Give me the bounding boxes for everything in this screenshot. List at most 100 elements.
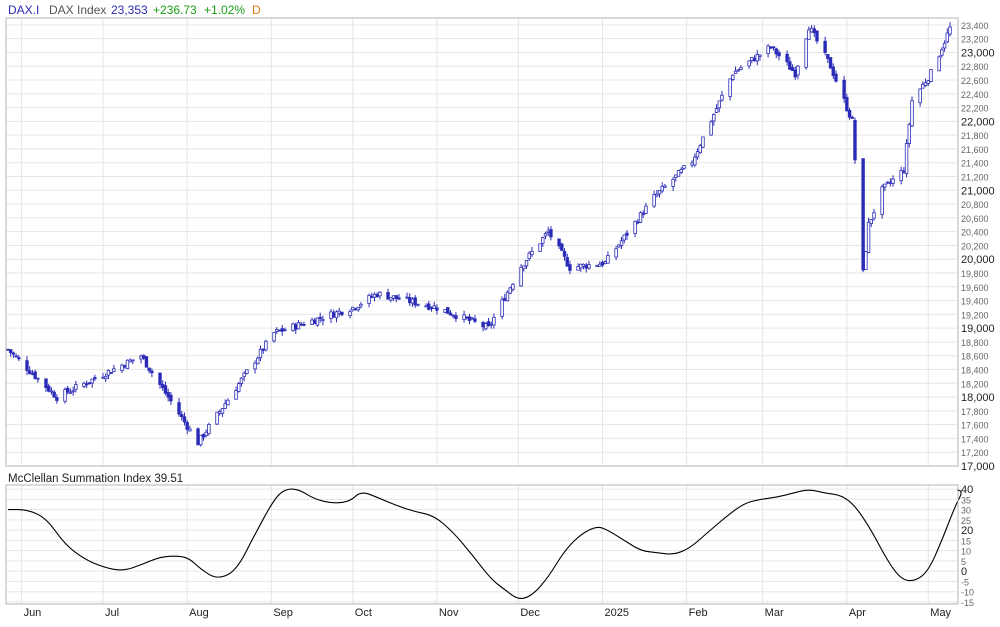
price-layer[interactable] bbox=[6, 22, 952, 447]
candle-body-down bbox=[85, 383, 89, 386]
candle-body-down bbox=[777, 52, 781, 57]
candle-body-up bbox=[391, 295, 396, 299]
price-tick-label: 20,600 bbox=[961, 214, 989, 224]
candle-body-up bbox=[676, 170, 681, 177]
price-tick-label: 20,800 bbox=[961, 200, 989, 210]
candle-body-down bbox=[788, 61, 792, 70]
candle-body-up bbox=[519, 266, 523, 287]
candle-body-down bbox=[9, 349, 13, 353]
candle-body-up bbox=[750, 57, 754, 61]
candle-body-up bbox=[275, 329, 279, 332]
candle-body-up bbox=[90, 378, 94, 384]
indicator-tick-label: -15 bbox=[961, 598, 974, 608]
indicator-label: McClellan Summation Index 39.51 bbox=[8, 473, 183, 485]
candle-body-down bbox=[785, 53, 789, 63]
candle-body-down bbox=[834, 73, 838, 82]
indicator-layer[interactable] bbox=[7, 488, 962, 599]
candle-body-up bbox=[204, 431, 208, 436]
candle-body-up bbox=[223, 403, 227, 409]
candle-body-up bbox=[104, 376, 108, 380]
price-tick-label: 21,200 bbox=[961, 173, 989, 183]
candle-body-up bbox=[940, 49, 944, 56]
candle-body-up bbox=[880, 186, 884, 215]
candle-body-up bbox=[809, 27, 814, 33]
candle-body-down bbox=[845, 96, 849, 112]
candle-body-up bbox=[218, 410, 222, 414]
candle-body-down bbox=[370, 295, 374, 298]
candle-body-up bbox=[731, 74, 735, 80]
candle-body-down bbox=[201, 434, 206, 438]
price-tick-label: 19,600 bbox=[961, 283, 989, 293]
candle-body-up bbox=[929, 69, 933, 83]
candle-body-down bbox=[386, 291, 390, 300]
candle-body-down bbox=[774, 48, 778, 55]
candle-body-up bbox=[378, 291, 382, 297]
candle-body-down bbox=[340, 311, 344, 316]
candle-body-down bbox=[44, 378, 48, 389]
price-tick-label: 17,000 bbox=[961, 461, 995, 473]
candle-body-up bbox=[717, 100, 721, 109]
candle-body-up bbox=[538, 243, 542, 252]
header-symbol[interactable]: DAX.I bbox=[8, 3, 39, 17]
candle-body-up bbox=[638, 212, 643, 223]
candle-body-down bbox=[163, 385, 168, 394]
candle-body-up bbox=[923, 82, 928, 86]
candle-body-up bbox=[671, 178, 675, 187]
candle-body-up bbox=[617, 244, 621, 248]
price-tick-label: 22,000 bbox=[961, 116, 995, 128]
candle-body-up bbox=[660, 185, 664, 192]
price-tick-label: 21,400 bbox=[961, 159, 989, 169]
candle-body-up bbox=[948, 26, 952, 35]
candle-body-up bbox=[872, 212, 876, 219]
candle-body-up bbox=[199, 434, 203, 446]
candle-body-up bbox=[619, 240, 624, 246]
candle-body-up bbox=[237, 383, 241, 392]
candle-body-up bbox=[351, 306, 355, 311]
candle-body-up bbox=[926, 80, 930, 84]
candle-body-down bbox=[6, 348, 10, 351]
x-axis-label: Nov bbox=[439, 607, 459, 619]
indicator-tick-label: 0 bbox=[961, 566, 967, 578]
x-axis-label: Mar bbox=[765, 607, 784, 619]
candle-body-up bbox=[663, 185, 667, 188]
price-tick-label: 17,400 bbox=[961, 434, 989, 444]
x-axis-label: Dec bbox=[520, 607, 540, 619]
candle-body-up bbox=[910, 100, 914, 127]
candle-body-up bbox=[505, 291, 510, 302]
candle-body-down bbox=[17, 357, 21, 360]
candle-body-up bbox=[530, 250, 534, 256]
candle-body-up bbox=[714, 108, 719, 113]
candle-body-down bbox=[641, 213, 645, 215]
candle-body-up bbox=[234, 390, 238, 400]
candle-body-down bbox=[182, 416, 187, 423]
candle-body-down bbox=[353, 308, 358, 311]
candle-body-up bbox=[348, 311, 352, 317]
candle-body-up bbox=[883, 183, 887, 188]
header-period[interactable]: D bbox=[252, 3, 261, 17]
candle-body-up bbox=[128, 359, 132, 363]
candle-body-up bbox=[891, 178, 895, 184]
candle-body-down bbox=[294, 324, 298, 330]
candle-body-down bbox=[11, 352, 16, 355]
candle-body-up bbox=[424, 305, 428, 308]
price-tick-label: 21,800 bbox=[961, 131, 989, 141]
candle-body-up bbox=[112, 368, 116, 372]
indicator-panel-frame bbox=[5, 484, 959, 605]
candle-body-down bbox=[25, 360, 29, 371]
candle-body-up bbox=[524, 260, 529, 267]
candle-body-down bbox=[562, 250, 567, 257]
price-tick-label: 18,800 bbox=[961, 338, 989, 348]
candle-body-down bbox=[565, 257, 569, 267]
candle-body-up bbox=[712, 114, 716, 122]
candle-body-up bbox=[864, 251, 868, 270]
candle-body-up bbox=[242, 372, 246, 377]
candle-body-up bbox=[652, 194, 656, 207]
candle-body-down bbox=[752, 58, 757, 62]
candle-body-up bbox=[579, 263, 583, 269]
x-axis-label: Feb bbox=[689, 607, 708, 619]
candle-body-down bbox=[55, 397, 59, 401]
candle-body-up bbox=[337, 310, 341, 314]
candle-body-up bbox=[644, 205, 648, 214]
